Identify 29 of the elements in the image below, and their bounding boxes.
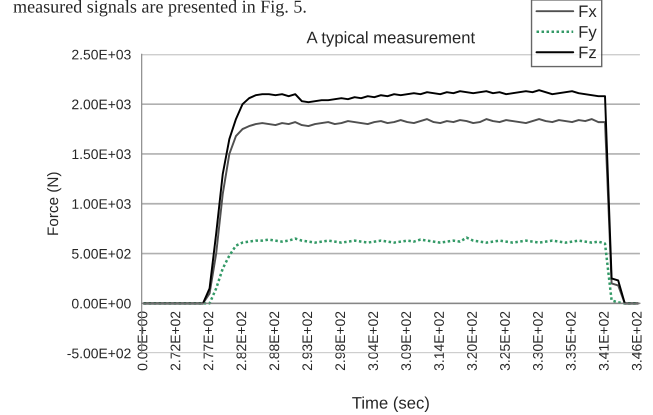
y-tick-label: 2.50E+03 bbox=[72, 50, 131, 60]
x-tick-label: 2.93E+02 bbox=[302, 312, 312, 370]
x-tick-label: 2.88E+02 bbox=[269, 312, 280, 370]
x-tick-label: 3.14E+02 bbox=[434, 312, 444, 370]
x-tick-label: 2.72E+02 bbox=[170, 312, 180, 370]
x-tick-label: 3.41E+02 bbox=[598, 312, 609, 370]
x-tick-label: 2.98E+02 bbox=[335, 312, 346, 370]
x-tick-label: 3.46E+02 bbox=[632, 312, 642, 370]
legend-label: Fz bbox=[580, 46, 596, 58]
x-tick-label: 3.30E+02 bbox=[533, 312, 543, 370]
text: measured signals are presented in Fig. 5. bbox=[13, 0, 306, 16]
legend-label: Fx bbox=[580, 6, 597, 18]
y-tick-label: 2.00E+03 bbox=[72, 100, 131, 110]
x-tick-label: 3.20E+02 bbox=[467, 312, 477, 370]
legend-label: Fy bbox=[580, 26, 597, 42]
x-axis-title: Time (sec) bbox=[352, 396, 429, 412]
x-tick-label: 3.04E+02 bbox=[368, 312, 378, 370]
x-tick-label: 3.35E+02 bbox=[566, 312, 576, 370]
x-tick-label: 3.25E+02 bbox=[500, 312, 510, 370]
x-tick-label: 3.09E+02 bbox=[401, 312, 412, 370]
y-tick-label: 1.50E+03 bbox=[72, 149, 131, 160]
y-tick-label: -5.00E+02 bbox=[67, 348, 131, 358]
y-tick-label: 0.00E+00 bbox=[72, 298, 131, 309]
x-tick-label: 2.77E+02 bbox=[203, 312, 214, 370]
y-tick-label: 5.00E+02 bbox=[72, 248, 131, 259]
x-tick-label: 2.82E+02 bbox=[236, 312, 246, 370]
y-axis-title: Force (N) bbox=[47, 172, 62, 235]
chart-title: A typical measurement bbox=[306, 31, 475, 47]
y-tick-label: 1.00E+03 bbox=[72, 199, 131, 209]
